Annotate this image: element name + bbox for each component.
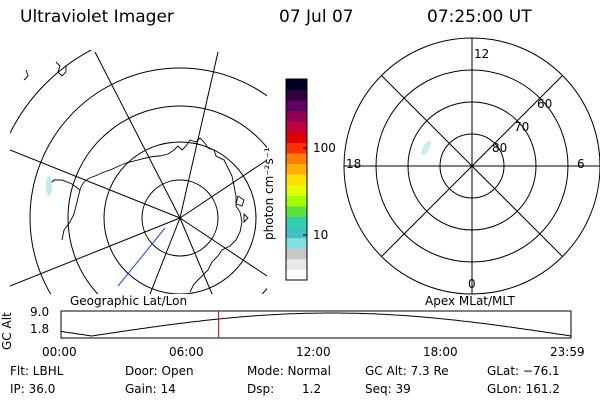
colorbar-swatch [286,100,307,112]
colorbar-swatch [286,227,307,239]
glon-status: GLon: 161.2 [487,382,560,396]
ytick-9: 9.0 [30,305,50,319]
xtick-2359: 23:59 [550,345,585,359]
ip-status: IP: 36.0 [10,382,56,396]
colorbar-swatch [286,89,307,101]
color-bar [286,79,307,281]
xtick-0000: 00:00 [42,345,77,359]
dsp-value: 1.2 [302,382,322,396]
mlat-80-label: 80 [492,141,508,155]
colorbar-swatch [286,237,307,249]
door-status: Door: Open [125,364,194,378]
filter-status: Flt: LBHL [10,364,64,378]
ytick-1-8: 1.8 [30,322,50,336]
island-outline [235,195,249,224]
colorbar-swatch [286,184,307,196]
timeline-ylabel: GC Alt [0,312,14,350]
glat-status: GLat: −76.1 [487,364,560,378]
colorbar-swatch [286,269,307,281]
mlat-70-label: 70 [514,120,530,134]
colorbar-tick-100: 100 [313,141,336,155]
colorbar-swatch [286,216,307,228]
apex-polar-plot [343,37,600,295]
colorbar-swatch [286,110,307,122]
colorbar-swatch [286,153,307,165]
apex-caption: Apex MLat/MLT [425,294,515,308]
colorbar-swatch [286,195,307,207]
altitude-timeline [60,310,572,339]
xtick-0600: 06:00 [169,345,204,359]
xtick-1800: 18:00 [423,345,458,359]
gain-status: Gain: 14 [125,382,176,396]
geographic-map [10,50,267,294]
colorbar-swatch [286,79,307,91]
colorbar-swatch [286,205,307,218]
geographic-caption: Geographic Lat/Lon [70,294,188,308]
antarctica-coastline [61,137,243,293]
date-label: 07 Jul 07 [279,7,354,27]
time-label: 07:25:00 UT [427,7,532,27]
dsp-label: Dsp: [247,382,275,396]
colorbar-swatch [286,142,307,154]
instrument-title: Ultraviolet Imager [20,7,174,27]
colorbar-swatch [286,121,307,133]
seq-status: Seq: 39 [365,382,411,396]
colorbar-swatch [286,248,307,260]
mlt-6-label: 6 [577,157,585,171]
colorbar-swatch [286,131,307,143]
mlt-18-label: 18 [346,157,362,171]
mode-status: Mode: Normal [247,364,331,378]
colorbar-swatch [286,258,307,270]
colorbar-unit-label: photon cm⁻²s⁻¹ [262,147,276,240]
gc-alt-status: GC Alt: 7.3 Re [365,364,449,378]
colorbar-swatch [286,163,307,175]
mlt-12-label: 12 [474,47,490,61]
antarctic-peninsula [49,179,81,191]
mlt-0-label: 0 [468,277,476,291]
south-america-tip [23,61,67,81]
xtick-1200: 12:00 [296,345,331,359]
colorbar-swatch [286,174,307,186]
mlat-60-label: 60 [537,97,553,111]
colorbar-tick-10: 10 [313,228,329,242]
